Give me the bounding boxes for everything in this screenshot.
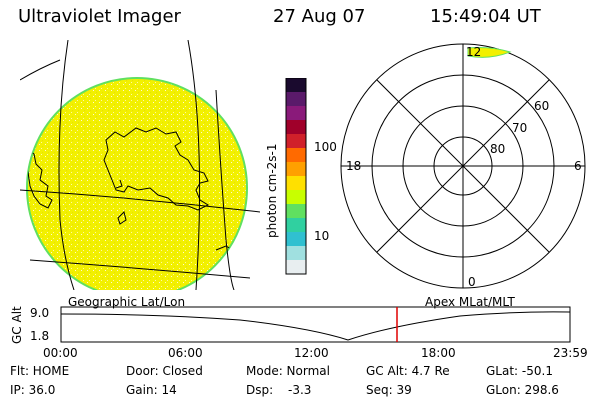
colorbar-swatch — [286, 190, 306, 205]
geographic-projection-label: Geographic Lat/Lon — [68, 295, 186, 309]
time-tick-1800: 18:00 — [421, 346, 456, 360]
colorbar-swatch — [286, 78, 306, 93]
colorbar-swatch — [286, 232, 306, 247]
status-gain: Gain: 14 — [126, 383, 177, 397]
earth-disk — [26, 77, 248, 290]
status-seq: Seq: 39 — [366, 383, 412, 397]
geographic-uv-image — [20, 40, 260, 290]
status-dsp-value: -3.3 — [288, 383, 312, 397]
colorbar-swatch — [286, 120, 306, 135]
mlat-label-60: 60 — [534, 99, 549, 113]
colorbar-swatch — [286, 204, 306, 219]
image-date: 27 Aug 07 — [273, 6, 366, 27]
polar-mlat-mlt-plot: 12 18 6 0 60 70 80 — [340, 43, 586, 289]
altitude-tick-high: 9.0 — [30, 306, 50, 320]
status-flight: Flt: HOME — [10, 364, 70, 378]
time-tick-2359: 23:59 — [553, 346, 588, 360]
colorbar-swatch — [286, 260, 306, 275]
status-mode: Mode: Normal — [246, 364, 330, 378]
lat-lon-grid — [20, 40, 260, 290]
mlt-label-18: 18 — [346, 159, 361, 173]
image-time: 15:49:04 UT — [430, 6, 541, 27]
status-gc-alt: GC Alt: 4.7 Re — [366, 364, 450, 378]
app-title: Ultraviolet Imager — [18, 6, 181, 27]
altitude-axis-label: GC Alt — [10, 306, 24, 344]
colorbar-swatch — [286, 176, 306, 191]
status-glon: GLon: 298.6 — [486, 383, 559, 397]
altitude-curve — [60, 311, 571, 341]
status-door: Door: Closed — [126, 364, 203, 378]
colorbar-swatch — [286, 246, 306, 261]
time-tick-0600: 06:00 — [168, 346, 203, 360]
mlat-label-80: 80 — [490, 142, 505, 156]
mlt-label-12: 12 — [466, 45, 481, 59]
color-scale-bar: photon cm-2s-1 — [265, 78, 307, 275]
colorbar-unit-label: photon cm-2s-1 — [265, 144, 279, 239]
colorbar-swatch — [286, 148, 306, 163]
altitude-timeline-plot — [60, 306, 571, 343]
altitude-tick-low: 1.8 — [30, 329, 50, 343]
time-tick-1200: 12:00 — [294, 346, 329, 360]
mlt-label-6: 6 — [574, 159, 582, 173]
status-glat: GLat: -50.1 — [486, 364, 553, 378]
status-ip: IP: 36.0 — [10, 383, 56, 397]
colorbar-swatch — [286, 218, 306, 233]
apex-projection-label: Apex MLat/MLT — [425, 295, 515, 309]
mlt-label-0: 0 — [468, 275, 476, 289]
colorbar-swatch — [286, 134, 306, 149]
colorbar-swatch — [286, 106, 306, 121]
status-dsp-label: Dsp: — [246, 383, 274, 397]
mlat-label-70: 70 — [512, 121, 527, 135]
auroral-patch — [467, 47, 512, 58]
colorbar-tick-10: 10 — [314, 229, 330, 243]
colorbar-swatch — [286, 92, 306, 107]
time-tick-0000: 00:00 — [43, 346, 78, 360]
colorbar-swatch — [286, 162, 306, 177]
colorbar-tick-100: 100 — [314, 140, 337, 154]
